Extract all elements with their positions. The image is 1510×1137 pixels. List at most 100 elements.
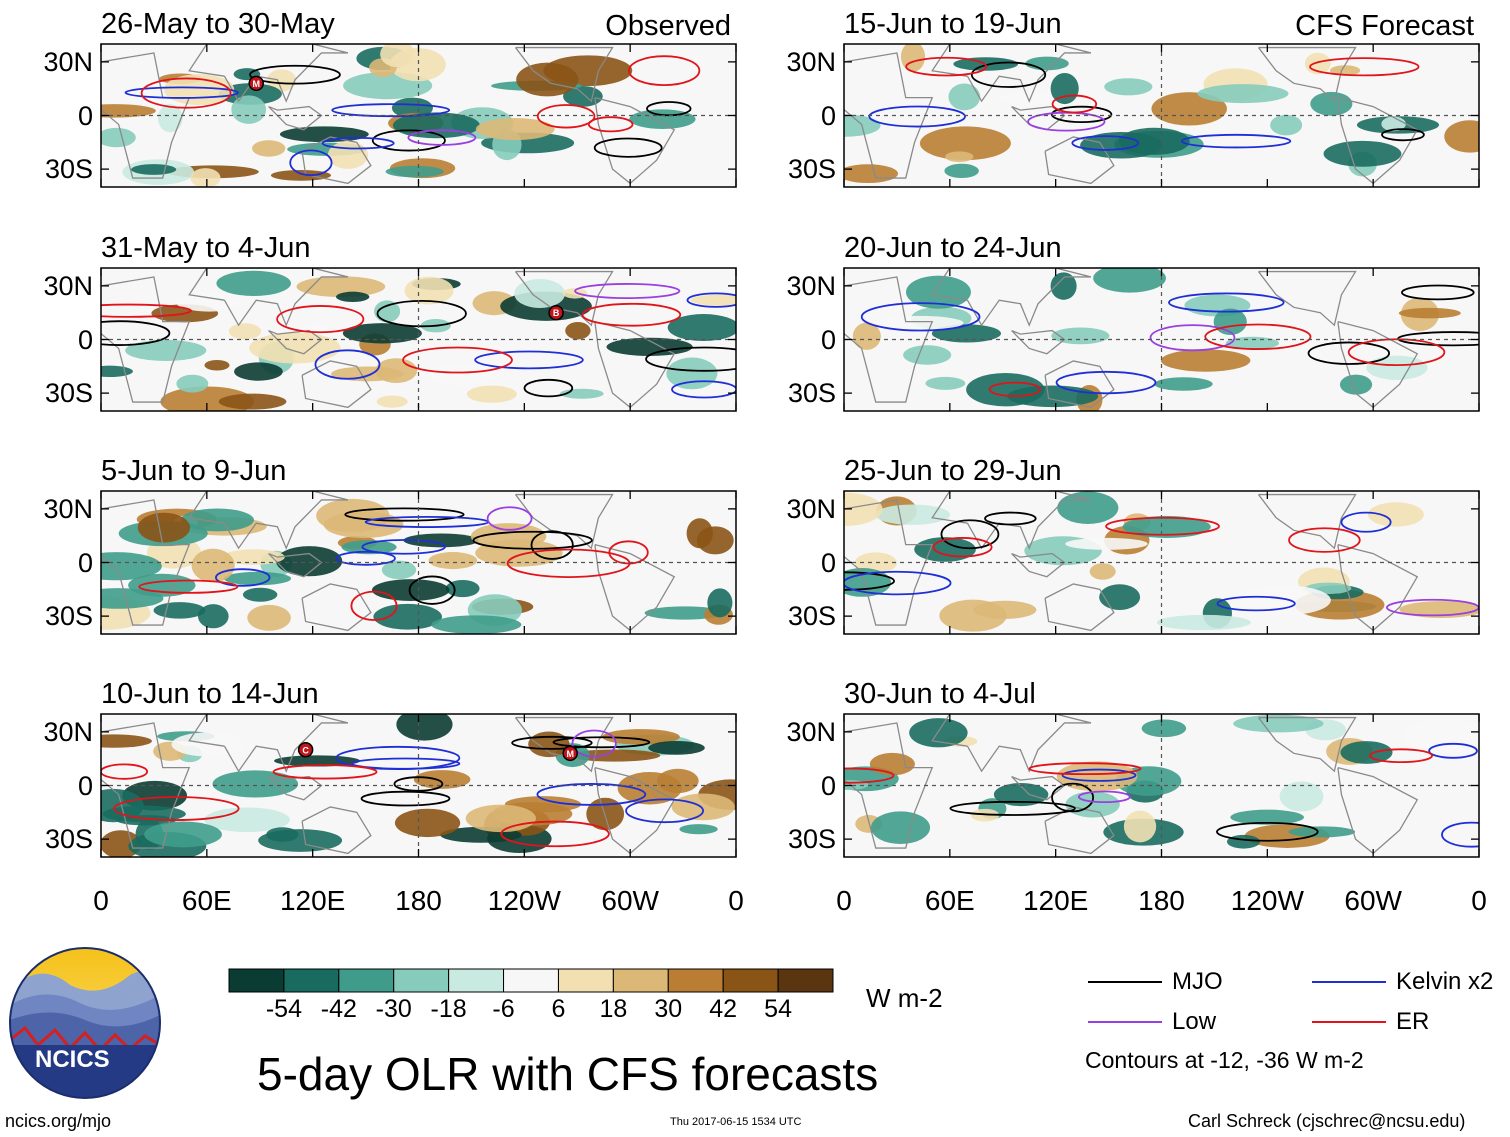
storm-marker-label: M	[252, 79, 260, 89]
olr-anomaly-cell	[130, 164, 177, 175]
panel-4	[100, 713, 737, 858]
latitude-label: 30S	[787, 154, 836, 185]
colorbar-segment	[338, 968, 395, 993]
coastline	[514, 270, 614, 327]
contour-er	[272, 764, 378, 780]
colorbar-tick-label: 6	[551, 995, 566, 1023]
coastline	[188, 268, 349, 327]
olr-anomaly-cell	[204, 359, 230, 371]
contour-mjo	[970, 61, 1047, 88]
olr-anomaly-cell	[563, 85, 603, 107]
olr-anomaly-cell	[101, 552, 162, 581]
contour-mjo	[646, 101, 692, 117]
panel-title: 30-Jun to 4-Jul	[844, 678, 1036, 710]
footer-url[interactable]: ncics.org/mjo	[5, 1111, 112, 1131]
panel-5	[843, 43, 1480, 188]
contour-kelvin-x2	[321, 136, 395, 150]
latitude-label: 30N	[786, 46, 836, 77]
olr-anomaly-cell	[1141, 719, 1187, 738]
colorbar-tick-label: 42	[709, 995, 738, 1023]
olr-anomaly-cell	[671, 793, 735, 821]
longitude-label: 60E	[181, 885, 232, 916]
olr-anomaly-cell	[376, 395, 408, 408]
contour-kelvin-x2	[215, 568, 271, 587]
olr-anomaly-cell	[428, 552, 478, 570]
legend-label: Kelvin x2	[1396, 968, 1494, 995]
olr-anomaly-cell	[125, 339, 207, 361]
contour-mjo	[1401, 284, 1475, 301]
olr-anomaly-cell	[197, 604, 229, 629]
olr-anomaly-cell	[403, 533, 479, 548]
contour-er	[402, 346, 513, 374]
olr-anomaly-cell	[948, 83, 981, 111]
olr-anomaly-cell	[1329, 65, 1361, 76]
contour-low	[571, 729, 617, 758]
contour-er	[844, 767, 895, 784]
colorbar-segment	[722, 968, 779, 993]
colorbar-segment	[393, 968, 450, 993]
ncics-logo	[9, 947, 161, 1099]
contour-er	[536, 104, 596, 129]
olr-anomaly-cell	[993, 782, 1049, 807]
olr-anomaly-cell	[385, 165, 444, 178]
colorbar-segment	[667, 968, 724, 993]
olr-anomaly-cell	[1151, 92, 1227, 126]
contour-kelvin-x2	[331, 103, 451, 118]
olr-anomaly-cell	[234, 362, 283, 381]
olr-anomaly-cell	[242, 587, 278, 602]
contour-kelvin-x2	[474, 350, 584, 370]
contour-er	[988, 381, 1042, 398]
panel-column-tag: Observed	[605, 10, 731, 42]
contour-mjo	[593, 137, 663, 158]
coastline	[1011, 329, 1066, 355]
olr-anomaly-cell	[852, 322, 881, 350]
olr-anomaly-cell	[171, 732, 246, 757]
olr-anomaly-cell	[690, 294, 736, 306]
olr-anomaly-cell	[396, 714, 453, 741]
contour-mjo	[101, 320, 171, 346]
olr-anomaly-cell	[101, 127, 136, 148]
colorbar-tick-label: 18	[599, 995, 628, 1023]
contour-mjo	[408, 575, 456, 605]
coastline	[268, 105, 323, 131]
coastline	[268, 775, 323, 801]
olr-anomaly-cell	[874, 504, 950, 525]
latitude-label: 30N	[786, 716, 836, 747]
legend-label: MJO	[1172, 968, 1223, 995]
olr-anomaly-cell	[470, 523, 547, 550]
storm-marker: M	[562, 745, 578, 762]
storm-marker-label: B	[553, 308, 560, 318]
olr-anomaly-cell	[1230, 809, 1304, 825]
contour-mjo	[393, 776, 444, 792]
olr-anomaly-cell	[1233, 714, 1324, 733]
coastline	[931, 491, 1092, 550]
contour-low	[574, 283, 681, 299]
longitude-label: 60E	[924, 885, 975, 916]
contour-er	[1105, 516, 1220, 536]
panel-column-tag: CFS Forecast	[1295, 10, 1474, 42]
olr-anomaly-cell	[258, 829, 343, 852]
longitude-label: 120W	[1230, 885, 1304, 916]
latitude-label: 0	[77, 770, 93, 801]
latitude-label: 30S	[44, 601, 93, 632]
olr-anomaly-cell	[204, 807, 290, 833]
contour-kelvin-x2	[124, 86, 239, 99]
olr-anomaly-cell	[153, 602, 206, 619]
longitude-label: 60W	[1344, 885, 1402, 916]
contour-er	[101, 763, 149, 780]
contour-kelvin-x2	[860, 302, 981, 332]
coastline	[514, 46, 614, 103]
contour-mjo	[511, 735, 593, 750]
olr-anomaly-cell	[1310, 91, 1353, 116]
longitude-label: 0	[1471, 885, 1487, 916]
coastline	[1257, 270, 1357, 327]
contour-kelvin-x2	[335, 550, 396, 566]
contour-kelvin-x2	[625, 798, 705, 824]
olr-anomaly-cell	[844, 492, 883, 527]
contour-er	[500, 820, 610, 848]
storm-marker: M	[248, 75, 264, 92]
contour-mjo	[344, 507, 465, 522]
contour-kelvin-x2	[1441, 821, 1479, 848]
coastline	[301, 360, 372, 409]
